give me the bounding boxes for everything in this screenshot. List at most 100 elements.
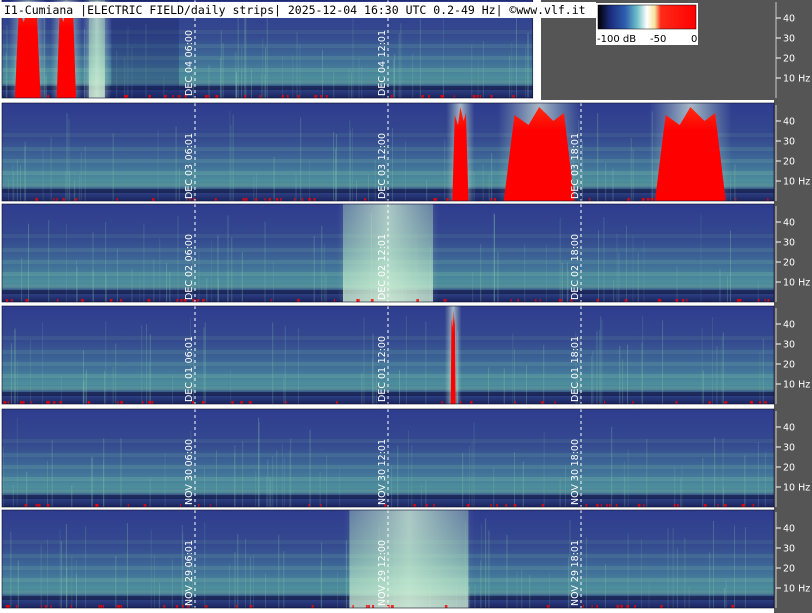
noise-streak <box>203 327 205 404</box>
noise-streak <box>477 59 479 98</box>
noise-streak <box>203 468 205 507</box>
noise-streak <box>91 456 93 507</box>
noise-streak <box>172 375 174 404</box>
noise-streak <box>611 426 613 507</box>
axis-tick-label: 20 <box>783 564 795 575</box>
edge-speckle <box>433 504 435 507</box>
noise-streak <box>744 455 746 507</box>
noise-streak <box>14 329 16 404</box>
edge-speckle <box>102 605 104 608</box>
edge-speckle <box>472 95 476 98</box>
noise-streak <box>701 327 703 404</box>
resonance-band <box>2 477 774 481</box>
noise-streak <box>235 51 237 98</box>
noise-streak <box>727 275 729 302</box>
noise-streak <box>337 572 339 608</box>
noise-streak <box>524 243 526 302</box>
noise-streak <box>372 358 374 404</box>
noise-streak <box>2 446 4 507</box>
noise-streak <box>186 180 188 201</box>
noise-streak <box>292 54 294 98</box>
axis-tick-label: 30 <box>783 544 795 555</box>
date-marker-label: DEC 04 <box>377 61 388 96</box>
noise-streak <box>384 468 386 507</box>
noise-streak <box>641 342 643 404</box>
noise-streak <box>407 430 409 507</box>
noise-streak <box>276 450 278 507</box>
edge-speckle <box>443 299 447 302</box>
noise-streak <box>601 319 603 404</box>
noise-streak <box>211 240 213 302</box>
noise-streak <box>734 525 736 608</box>
edge-speckle <box>46 504 50 507</box>
noise-streak <box>82 350 84 404</box>
edge-speckle <box>425 504 428 507</box>
noise-streak <box>289 449 291 507</box>
noise-streak <box>175 126 177 201</box>
noise-streak <box>597 230 599 302</box>
noise-streak <box>350 72 352 98</box>
noise-streak <box>17 560 19 608</box>
date-marker-label: DEC 01 <box>570 367 581 402</box>
noise-streak <box>230 369 232 404</box>
noise-streak <box>548 573 550 608</box>
time-marker-label: 06:00 <box>184 439 195 466</box>
edge-speckle <box>513 504 517 507</box>
noise-streak <box>46 539 48 608</box>
noise-streak <box>575 332 577 404</box>
edge-speckle <box>249 605 253 608</box>
edge-speckle <box>293 198 296 201</box>
edge-speckle <box>686 299 688 302</box>
edge-speckle <box>275 198 279 201</box>
edge-speckle <box>650 198 654 201</box>
noise-streak <box>278 534 280 608</box>
noise-streak <box>513 451 515 507</box>
noise-streak <box>711 316 713 404</box>
strip-frame <box>1 0 534 99</box>
noise-streak <box>627 533 629 608</box>
noise-streak <box>284 457 286 507</box>
axis-tick-label: 30 <box>783 238 795 249</box>
edge-speckle <box>759 401 762 404</box>
noise-streak <box>264 74 266 98</box>
strip-dec-01: 06:01 DEC 01 12:00 DEC 01 18:01 DEC 01 <box>1 305 775 405</box>
noise-streak <box>262 38 264 98</box>
axis-panel-background <box>774 0 812 613</box>
edge-speckle <box>370 299 374 302</box>
noise-streak <box>581 141 583 201</box>
frequency-axes-layer: 40 30 20 10 Hz 40 30 20 10 Hz 40 30 20 10 Hz 40 30 20 1… <box>775 2 810 608</box>
low-band <box>2 392 774 396</box>
noise-streak <box>237 16 239 98</box>
noise-streak <box>516 570 518 608</box>
noise-streak <box>115 343 117 404</box>
noise-streak <box>684 537 686 608</box>
resonance-band <box>2 147 774 151</box>
axis-tick-label: 40 <box>783 524 795 535</box>
noise-streak <box>425 321 427 404</box>
noise-streak <box>374 159 376 201</box>
noise-streak <box>566 262 568 302</box>
noise-streak <box>241 71 243 98</box>
noise-streak <box>295 174 297 201</box>
noise-streak <box>116 248 118 302</box>
noise-streak <box>48 220 50 302</box>
noise-streak <box>193 163 195 201</box>
resonance-band <box>2 56 533 60</box>
noise-streak <box>215 450 217 507</box>
noise-streak <box>642 316 644 404</box>
edge-speckle <box>22 401 25 404</box>
strip-frame <box>1 509 775 609</box>
noise-streak <box>662 320 664 404</box>
noise-streak <box>404 141 406 201</box>
noise-streak <box>234 445 236 507</box>
noise-streak <box>284 325 286 404</box>
noise-streak <box>764 452 766 507</box>
edge-speckle <box>187 605 189 608</box>
noise-streak <box>323 244 325 302</box>
edge-speckle <box>588 198 591 201</box>
noise-streak <box>235 72 237 98</box>
noise-streak <box>462 452 464 507</box>
noise-streak <box>191 558 193 608</box>
edge-speckle <box>372 605 375 608</box>
noise-streak <box>65 524 67 608</box>
